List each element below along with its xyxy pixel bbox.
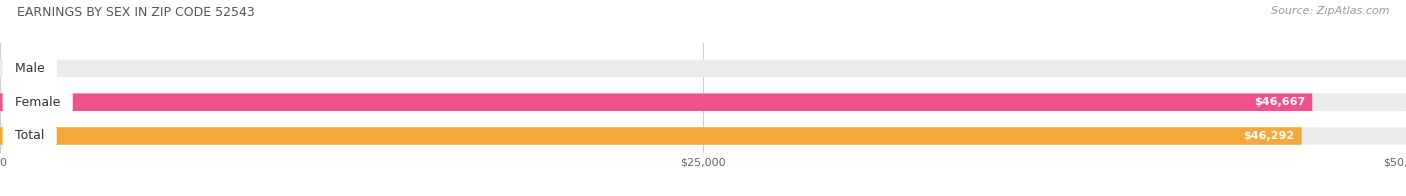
Text: Male: Male bbox=[7, 62, 53, 75]
FancyBboxPatch shape bbox=[0, 127, 1406, 145]
FancyBboxPatch shape bbox=[0, 60, 1406, 77]
Text: EARNINGS BY SEX IN ZIP CODE 52543: EARNINGS BY SEX IN ZIP CODE 52543 bbox=[17, 6, 254, 19]
FancyBboxPatch shape bbox=[0, 93, 1406, 111]
Text: Total: Total bbox=[7, 130, 52, 142]
Text: $46,667: $46,667 bbox=[1254, 97, 1305, 107]
FancyBboxPatch shape bbox=[0, 127, 1302, 145]
Text: Female: Female bbox=[7, 96, 69, 109]
Text: $46,292: $46,292 bbox=[1243, 131, 1295, 141]
Text: $0: $0 bbox=[25, 64, 41, 74]
Text: Source: ZipAtlas.com: Source: ZipAtlas.com bbox=[1271, 6, 1389, 16]
FancyBboxPatch shape bbox=[0, 93, 1312, 111]
